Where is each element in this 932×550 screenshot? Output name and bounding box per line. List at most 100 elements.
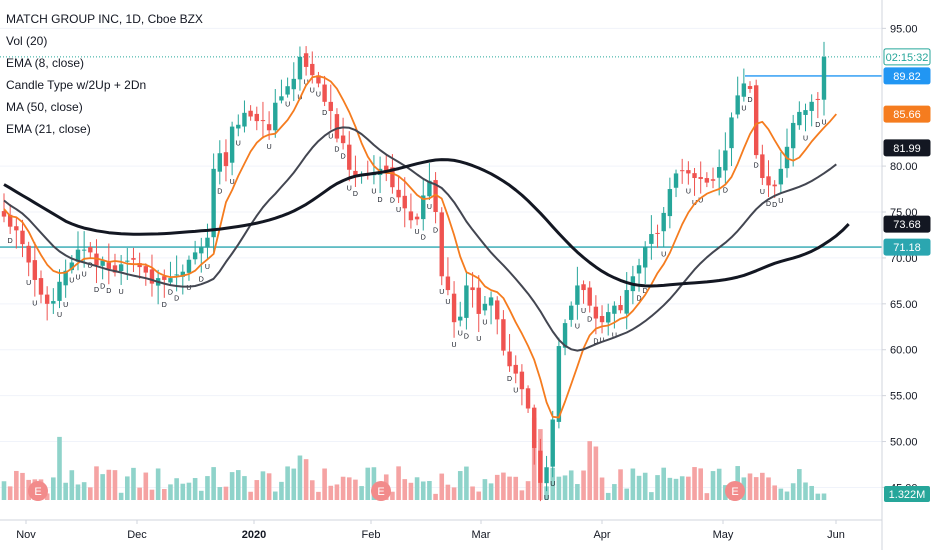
candle-body xyxy=(495,300,500,320)
candle-body xyxy=(353,170,358,177)
volume-bar xyxy=(235,470,241,500)
volume-bar xyxy=(63,482,68,500)
legend-title[interactable]: MATCH GROUP INC, 1D, Cboe BZX xyxy=(6,12,203,26)
candle-type-mark: U xyxy=(316,91,321,98)
candle-body xyxy=(753,85,759,156)
candle-body xyxy=(297,56,303,80)
candle-body xyxy=(612,305,617,314)
candle-type-mark: D xyxy=(88,262,93,269)
volume-bar xyxy=(44,493,50,500)
series-line-1 xyxy=(3,126,837,352)
candle-body xyxy=(427,180,432,197)
price-label: 71.18 xyxy=(893,242,921,254)
volume-bar xyxy=(149,489,155,500)
time-tick-label: 2020 xyxy=(242,529,266,541)
volume-bar xyxy=(112,470,118,500)
volume-bar xyxy=(75,484,81,500)
candle-body xyxy=(476,287,481,314)
candle-body xyxy=(7,214,13,227)
volume-bar xyxy=(414,477,420,500)
price-tick-label: 65.00 xyxy=(890,299,918,311)
candle-body xyxy=(414,216,420,220)
earnings-marker xyxy=(28,481,48,501)
candle-body xyxy=(624,290,629,314)
time-tick-label: Dec xyxy=(127,529,147,541)
candle-body xyxy=(803,110,808,115)
candle-body xyxy=(57,281,62,301)
candle-type-mark: U xyxy=(445,299,450,306)
candle-body xyxy=(137,263,142,268)
candle-body xyxy=(618,305,623,311)
volume-bar xyxy=(266,473,272,500)
price-label-box xyxy=(883,67,931,85)
volume-bar xyxy=(106,469,112,500)
volume-bar xyxy=(525,481,531,500)
volume-bar xyxy=(211,467,216,500)
legend-ema21[interactable]: EMA (21, close) xyxy=(6,122,91,136)
volume-bar xyxy=(155,468,161,500)
volume-bar xyxy=(624,488,630,500)
candle-type-mark: D xyxy=(643,288,648,295)
legend-vol[interactable]: Vol (20) xyxy=(6,34,48,48)
volume-label-box xyxy=(884,486,930,502)
candle-body xyxy=(32,260,38,280)
candle-body xyxy=(569,305,574,320)
candle-type-mark: U xyxy=(63,302,68,309)
candle-type-mark: D xyxy=(507,376,512,383)
candle-body xyxy=(242,112,247,127)
volume-bar xyxy=(457,471,463,500)
volume-bar xyxy=(507,476,512,500)
candle-type-mark: D xyxy=(334,146,339,153)
candle-type-mark: U xyxy=(575,324,580,331)
volume-bar xyxy=(143,472,149,500)
candle-type-mark: D xyxy=(100,283,105,290)
candle-type-mark: D xyxy=(8,238,13,245)
price-label-box xyxy=(883,139,931,157)
earnings-marker-label: E xyxy=(731,486,738,498)
candle-body xyxy=(741,83,747,97)
candle-type-mark: U xyxy=(304,80,309,87)
time-tick-label: May xyxy=(713,529,734,541)
volume-bar xyxy=(131,467,136,500)
price-label: 81.99 xyxy=(893,143,921,155)
volume-bar xyxy=(408,482,414,500)
candle-body xyxy=(655,232,660,234)
candle-body xyxy=(26,245,31,263)
volume-bar xyxy=(186,482,192,500)
price-label-box xyxy=(883,105,931,123)
candle-body xyxy=(347,144,352,170)
candle-type-mark: D xyxy=(766,201,771,208)
legend-ma50[interactable]: MA (50, close) xyxy=(6,100,83,114)
candle-body xyxy=(587,287,592,306)
volume-bar xyxy=(57,436,62,500)
candle-type-mark: U xyxy=(476,336,481,343)
candle-type-mark: U xyxy=(821,119,826,126)
candle-type-mark: U xyxy=(26,280,31,287)
volume-bar xyxy=(118,492,124,500)
volume-bar xyxy=(784,491,790,500)
volume-bar xyxy=(470,486,475,500)
candle-body xyxy=(20,230,25,245)
candle-body xyxy=(439,212,444,277)
volume-bar xyxy=(630,468,636,500)
volume-bar xyxy=(51,477,56,500)
volume-bar xyxy=(285,466,290,500)
price-label-box xyxy=(883,238,931,256)
volume-bar xyxy=(772,485,777,500)
volume-bar xyxy=(562,475,568,500)
candle-body xyxy=(716,167,722,178)
price-tick-label: 95.00 xyxy=(890,23,918,35)
volume-bar xyxy=(334,484,340,500)
volume-bar xyxy=(254,480,260,500)
candle-body xyxy=(704,178,710,183)
candle-body xyxy=(236,124,241,129)
volume-bar xyxy=(94,466,99,500)
volume-bar xyxy=(809,485,814,500)
legend-candle-type[interactable]: Candle Type w/2Up + 2Dn xyxy=(6,78,147,92)
legend-ema8[interactable]: EMA (8, close) xyxy=(6,56,85,70)
volume-bar xyxy=(661,467,666,500)
candle-body xyxy=(649,234,654,244)
candle-body xyxy=(396,189,401,198)
